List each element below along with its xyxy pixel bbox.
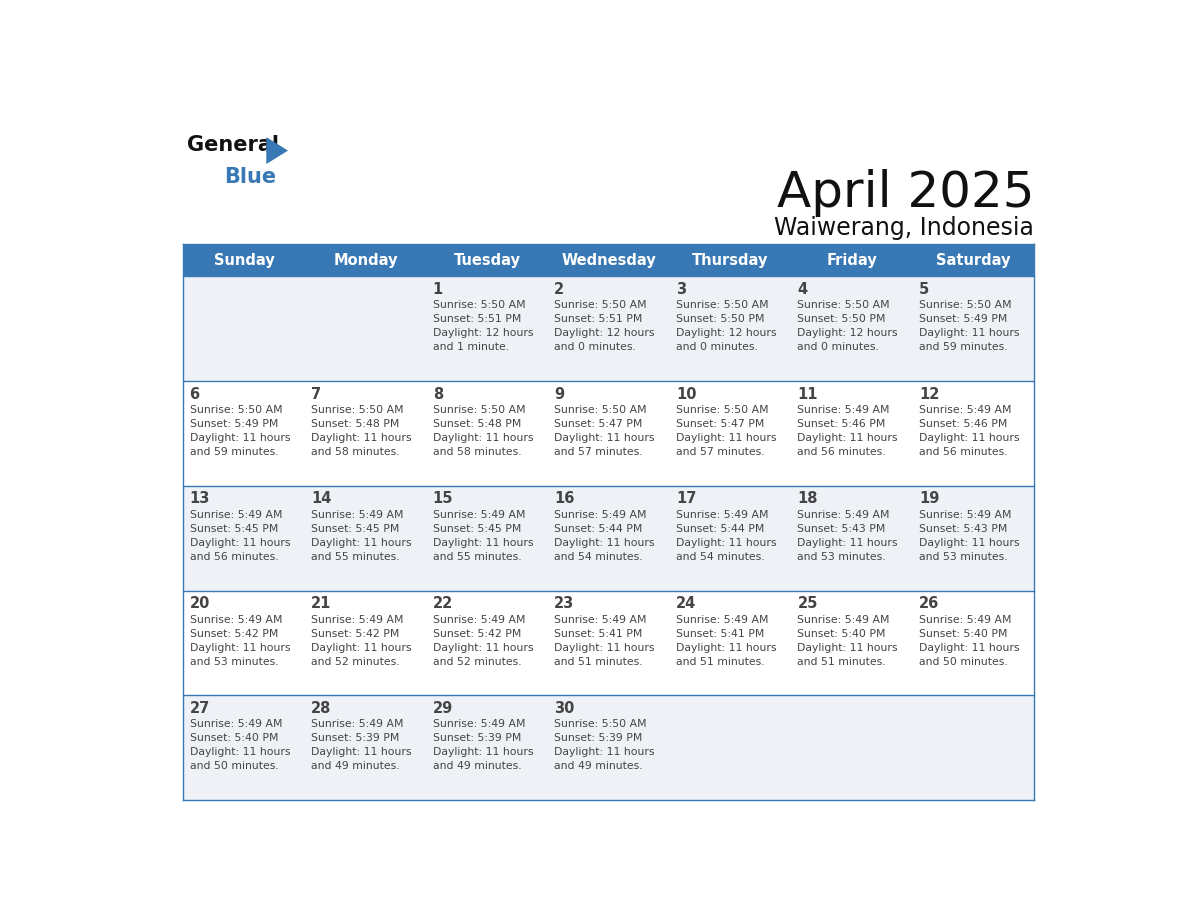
Bar (183, 244, 1035, 276)
Text: Sunrise: 5:49 AM
Sunset: 5:41 PM
Daylight: 11 hours
and 51 minutes.: Sunrise: 5:49 AM Sunset: 5:41 PM Dayligh… (555, 614, 655, 666)
Text: General: General (188, 135, 279, 155)
Text: Sunrise: 5:49 AM
Sunset: 5:46 PM
Daylight: 11 hours
and 56 minutes.: Sunrise: 5:49 AM Sunset: 5:46 PM Dayligh… (920, 405, 1019, 457)
Text: Sunrise: 5:50 AM
Sunset: 5:48 PM
Daylight: 11 hours
and 58 minutes.: Sunrise: 5:50 AM Sunset: 5:48 PM Dayligh… (311, 405, 411, 457)
Text: Sunrise: 5:49 AM
Sunset: 5:44 PM
Daylight: 11 hours
and 54 minutes.: Sunrise: 5:49 AM Sunset: 5:44 PM Dayligh… (555, 509, 655, 562)
Text: Sunrise: 5:50 AM
Sunset: 5:51 PM
Daylight: 12 hours
and 1 minute.: Sunrise: 5:50 AM Sunset: 5:51 PM Dayligh… (432, 300, 533, 353)
Text: Sunrise: 5:49 AM
Sunset: 5:42 PM
Daylight: 11 hours
and 53 minutes.: Sunrise: 5:49 AM Sunset: 5:42 PM Dayligh… (190, 614, 290, 666)
Text: 12: 12 (920, 386, 940, 401)
Text: Sunrise: 5:50 AM
Sunset: 5:50 PM
Daylight: 12 hours
and 0 minutes.: Sunrise: 5:50 AM Sunset: 5:50 PM Dayligh… (676, 300, 776, 353)
Text: Sunday: Sunday (214, 252, 274, 268)
Bar (183, 590, 1035, 695)
Text: Sunrise: 5:49 AM
Sunset: 5:40 PM
Daylight: 11 hours
and 51 minutes.: Sunrise: 5:49 AM Sunset: 5:40 PM Dayligh… (797, 614, 898, 666)
Text: Sunrise: 5:49 AM
Sunset: 5:39 PM
Daylight: 11 hours
and 49 minutes.: Sunrise: 5:49 AM Sunset: 5:39 PM Dayligh… (432, 719, 533, 771)
Text: Sunrise: 5:49 AM
Sunset: 5:45 PM
Daylight: 11 hours
and 55 minutes.: Sunrise: 5:49 AM Sunset: 5:45 PM Dayligh… (311, 509, 411, 562)
Text: 7: 7 (311, 386, 321, 401)
Text: 8: 8 (432, 386, 443, 401)
Text: 1: 1 (432, 282, 443, 297)
Text: 23: 23 (555, 596, 575, 611)
Text: Thursday: Thursday (693, 252, 769, 268)
Text: Sunrise: 5:49 AM
Sunset: 5:44 PM
Daylight: 11 hours
and 54 minutes.: Sunrise: 5:49 AM Sunset: 5:44 PM Dayligh… (676, 509, 776, 562)
Text: 24: 24 (676, 596, 696, 611)
Text: Wednesday: Wednesday (562, 252, 656, 268)
Text: Blue: Blue (223, 167, 276, 187)
Text: Sunrise: 5:50 AM
Sunset: 5:48 PM
Daylight: 11 hours
and 58 minutes.: Sunrise: 5:50 AM Sunset: 5:48 PM Dayligh… (432, 405, 533, 457)
Text: Sunrise: 5:49 AM
Sunset: 5:41 PM
Daylight: 11 hours
and 51 minutes.: Sunrise: 5:49 AM Sunset: 5:41 PM Dayligh… (676, 614, 776, 666)
Polygon shape (266, 137, 287, 164)
Text: 5: 5 (920, 282, 929, 297)
Text: 3: 3 (676, 282, 685, 297)
Text: 15: 15 (432, 491, 453, 507)
Text: Sunrise: 5:49 AM
Sunset: 5:42 PM
Daylight: 11 hours
and 52 minutes.: Sunrise: 5:49 AM Sunset: 5:42 PM Dayligh… (311, 614, 411, 666)
Text: 16: 16 (555, 491, 575, 507)
Text: 6: 6 (190, 386, 200, 401)
Text: 4: 4 (797, 282, 808, 297)
Text: Waiwerang, Indonesia: Waiwerang, Indonesia (775, 216, 1035, 240)
Text: 18: 18 (797, 491, 817, 507)
Bar (183, 381, 1035, 486)
Text: 22: 22 (432, 596, 453, 611)
Bar (183, 276, 1035, 381)
Text: Sunrise: 5:50 AM
Sunset: 5:51 PM
Daylight: 12 hours
and 0 minutes.: Sunrise: 5:50 AM Sunset: 5:51 PM Dayligh… (555, 300, 655, 353)
Text: 21: 21 (311, 596, 331, 611)
Text: Sunrise: 5:50 AM
Sunset: 5:47 PM
Daylight: 11 hours
and 57 minutes.: Sunrise: 5:50 AM Sunset: 5:47 PM Dayligh… (555, 405, 655, 457)
Text: 29: 29 (432, 700, 453, 716)
Text: 9: 9 (555, 386, 564, 401)
Text: 11: 11 (797, 386, 817, 401)
Text: 26: 26 (920, 596, 940, 611)
Text: 30: 30 (555, 700, 575, 716)
Text: Monday: Monday (334, 252, 398, 268)
Text: Sunrise: 5:50 AM
Sunset: 5:49 PM
Daylight: 11 hours
and 59 minutes.: Sunrise: 5:50 AM Sunset: 5:49 PM Dayligh… (190, 405, 290, 457)
Text: Sunrise: 5:50 AM
Sunset: 5:39 PM
Daylight: 11 hours
and 49 minutes.: Sunrise: 5:50 AM Sunset: 5:39 PM Dayligh… (555, 719, 655, 771)
Text: Sunrise: 5:50 AM
Sunset: 5:50 PM
Daylight: 12 hours
and 0 minutes.: Sunrise: 5:50 AM Sunset: 5:50 PM Dayligh… (797, 300, 898, 353)
Text: Sunrise: 5:49 AM
Sunset: 5:42 PM
Daylight: 11 hours
and 52 minutes.: Sunrise: 5:49 AM Sunset: 5:42 PM Dayligh… (432, 614, 533, 666)
Text: Sunrise: 5:49 AM
Sunset: 5:45 PM
Daylight: 11 hours
and 56 minutes.: Sunrise: 5:49 AM Sunset: 5:45 PM Dayligh… (190, 509, 290, 562)
Text: 17: 17 (676, 491, 696, 507)
Text: 27: 27 (190, 700, 210, 716)
Text: Sunrise: 5:50 AM
Sunset: 5:47 PM
Daylight: 11 hours
and 57 minutes.: Sunrise: 5:50 AM Sunset: 5:47 PM Dayligh… (676, 405, 776, 457)
Text: Tuesday: Tuesday (454, 252, 520, 268)
Text: Friday: Friday (827, 252, 878, 268)
Text: Sunrise: 5:49 AM
Sunset: 5:43 PM
Daylight: 11 hours
and 53 minutes.: Sunrise: 5:49 AM Sunset: 5:43 PM Dayligh… (797, 509, 898, 562)
Text: 20: 20 (190, 596, 210, 611)
Text: Sunrise: 5:49 AM
Sunset: 5:40 PM
Daylight: 11 hours
and 50 minutes.: Sunrise: 5:49 AM Sunset: 5:40 PM Dayligh… (190, 719, 290, 771)
Text: 14: 14 (311, 491, 331, 507)
Text: 28: 28 (311, 700, 331, 716)
Text: 19: 19 (920, 491, 940, 507)
Text: Sunrise: 5:49 AM
Sunset: 5:46 PM
Daylight: 11 hours
and 56 minutes.: Sunrise: 5:49 AM Sunset: 5:46 PM Dayligh… (797, 405, 898, 457)
Text: April 2025: April 2025 (777, 170, 1035, 218)
Text: 13: 13 (190, 491, 210, 507)
Text: Sunrise: 5:50 AM
Sunset: 5:49 PM
Daylight: 11 hours
and 59 minutes.: Sunrise: 5:50 AM Sunset: 5:49 PM Dayligh… (920, 300, 1019, 353)
Text: Sunrise: 5:49 AM
Sunset: 5:45 PM
Daylight: 11 hours
and 55 minutes.: Sunrise: 5:49 AM Sunset: 5:45 PM Dayligh… (432, 509, 533, 562)
Text: Saturday: Saturday (936, 252, 1011, 268)
Text: 25: 25 (797, 596, 817, 611)
Text: 10: 10 (676, 386, 696, 401)
Bar (183, 695, 1035, 800)
Text: 2: 2 (555, 282, 564, 297)
Text: Sunrise: 5:49 AM
Sunset: 5:40 PM
Daylight: 11 hours
and 50 minutes.: Sunrise: 5:49 AM Sunset: 5:40 PM Dayligh… (920, 614, 1019, 666)
Text: Sunrise: 5:49 AM
Sunset: 5:43 PM
Daylight: 11 hours
and 53 minutes.: Sunrise: 5:49 AM Sunset: 5:43 PM Dayligh… (920, 509, 1019, 562)
Text: Sunrise: 5:49 AM
Sunset: 5:39 PM
Daylight: 11 hours
and 49 minutes.: Sunrise: 5:49 AM Sunset: 5:39 PM Dayligh… (311, 719, 411, 771)
Bar (183, 486, 1035, 590)
